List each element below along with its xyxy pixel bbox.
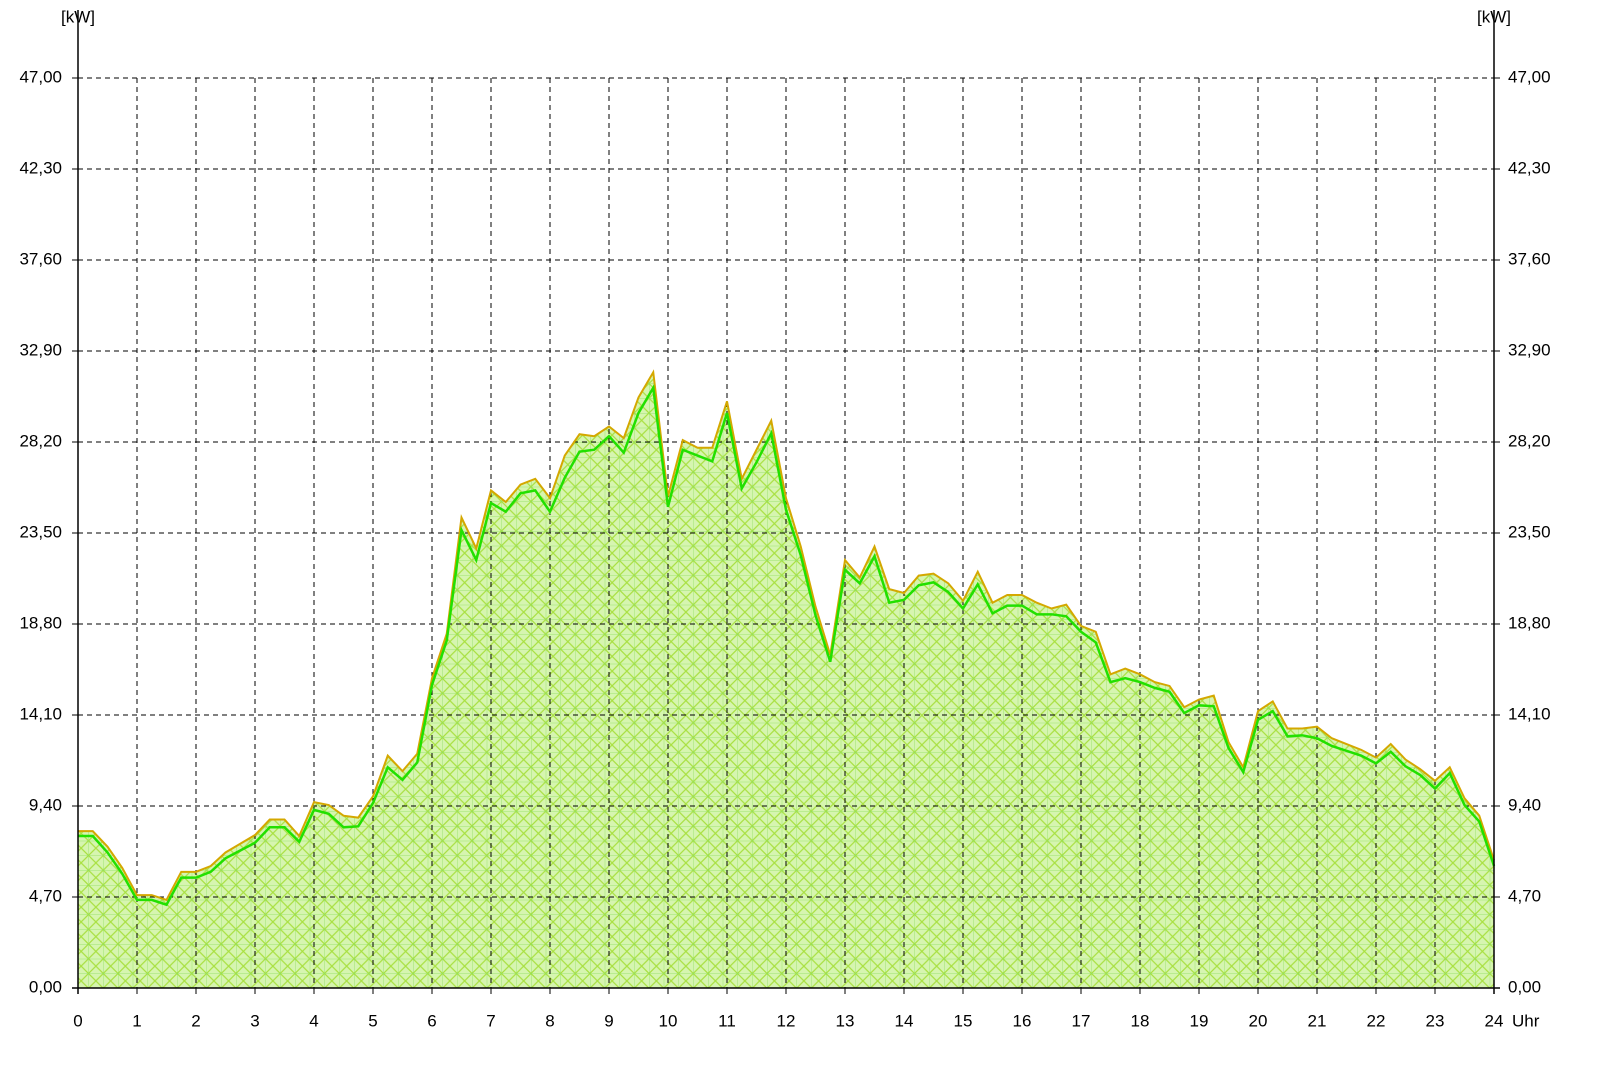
y2-tick-label: 42,30 (1508, 158, 1551, 177)
y2-tick-label: 32,90 (1508, 340, 1551, 359)
x-tick-label: 22 (1367, 1011, 1386, 1030)
x-tick-label: 6 (427, 1011, 436, 1030)
y-tick-label: 4,70 (29, 886, 62, 905)
y-tick-label: 14,10 (19, 704, 62, 723)
x-tick-label: 1 (132, 1011, 141, 1030)
x-tick-label: 8 (545, 1011, 554, 1030)
x-tick-label: 10 (659, 1011, 678, 1030)
y-tick-label: 42,30 (19, 158, 62, 177)
x-tick-label: 7 (486, 1011, 495, 1030)
y2-tick-label: 47,00 (1508, 67, 1551, 86)
x-tick-label: 14 (895, 1011, 914, 1030)
series-line (78, 369, 1495, 902)
x-tick-label: 12 (777, 1011, 796, 1030)
y-tick-label: 18,80 (19, 613, 62, 632)
area-hatch (78, 372, 1494, 989)
x-unit-label: Uhr (1512, 1011, 1540, 1030)
x-tick-label: 3 (250, 1011, 259, 1030)
series-line (78, 383, 1496, 907)
x-tick-label: 9 (604, 1011, 613, 1030)
x-tick-label: 21 (1308, 1011, 1327, 1030)
y2-tick-label: 14,10 (1508, 704, 1551, 723)
y-tick-label: 47,00 (19, 67, 62, 86)
x-tick-label: 17 (1072, 1011, 1091, 1030)
y-tick-label: 23,50 (19, 522, 62, 541)
x-tick-label: 4 (309, 1011, 318, 1030)
x-tick-label: 5 (368, 1011, 377, 1030)
y-tick-label: 28,20 (19, 431, 62, 450)
y2-tick-label: 37,60 (1508, 249, 1551, 268)
y2-tick-label: 18,80 (1508, 613, 1551, 632)
y-tick-label: 9,40 (29, 795, 62, 814)
x-tick-label: 24 (1485, 1011, 1504, 1030)
x-tick-label: 19 (1190, 1011, 1209, 1030)
y2-tick-label: 9,40 (1508, 795, 1541, 814)
x-tick-label: 20 (1249, 1011, 1268, 1030)
x-tick-label: 23 (1426, 1011, 1445, 1030)
y-tick-label: 32,90 (19, 340, 62, 359)
x-tick-label: 16 (1013, 1011, 1032, 1030)
x-tick-label: 15 (954, 1011, 973, 1030)
x-tick-label: 13 (836, 1011, 855, 1030)
x-tick-label: 11 (718, 1011, 736, 1030)
y2-tick-label: 28,20 (1508, 431, 1551, 450)
y2-tick-label: 23,50 (1508, 522, 1551, 541)
x-tick-label: 0 (73, 1011, 82, 1030)
y2-tick-label: 4,70 (1508, 886, 1541, 905)
x-tick-label: 2 (191, 1011, 200, 1030)
x-tick-label: 18 (1131, 1011, 1150, 1030)
y-tick-label: 0,00 (29, 977, 62, 996)
y2-tick-label: 0,00 (1508, 977, 1541, 996)
y-tick-label: 37,60 (19, 249, 62, 268)
